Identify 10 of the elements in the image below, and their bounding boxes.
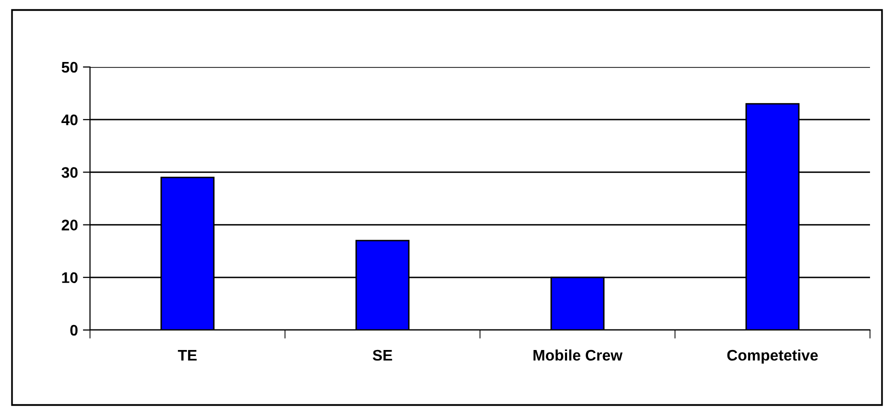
x-tick-label: Competetive	[727, 349, 818, 364]
x-tick-label: SE	[372, 350, 392, 361]
y-tick-label: 10	[62, 272, 78, 284]
y-tick-label: 20	[62, 220, 78, 230]
y-tick-label: 0	[70, 324, 78, 336]
x-tick-label: Mobile Crew	[534, 349, 623, 361]
y-tick-label: 40	[61, 114, 78, 126]
x-tick-label: TE	[178, 350, 197, 361]
y-tick-label: 30	[62, 167, 78, 178]
y-tick-label: 50	[62, 62, 78, 73]
